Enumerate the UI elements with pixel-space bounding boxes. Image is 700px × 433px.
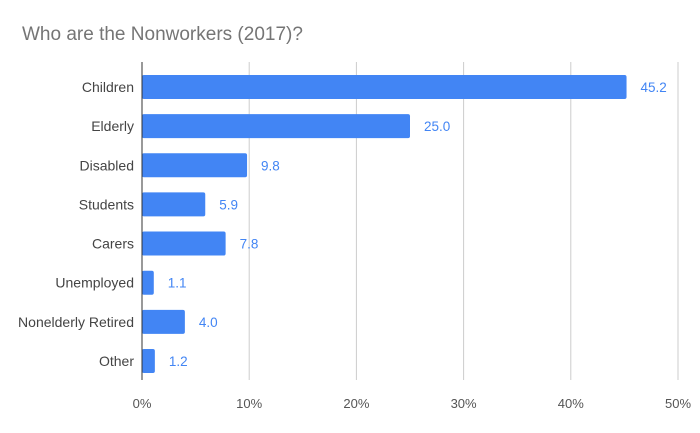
- bar: [142, 153, 248, 178]
- data-label: 1.1: [168, 276, 187, 291]
- data-label: 7.8: [240, 237, 259, 252]
- bar: [142, 231, 226, 256]
- category-label: Children: [82, 79, 134, 95]
- category-label: Students: [79, 196, 134, 212]
- x-tick-label: 10%: [236, 396, 262, 411]
- data-label: 1.2: [169, 354, 188, 369]
- x-tick-labels: 0% 10% 20% 30% 40% 50%: [133, 396, 692, 411]
- bars: [142, 75, 627, 373]
- data-labels: 45.2 25.0 9.8 5.9 7.8 1.1 4.0 1.2: [168, 80, 667, 369]
- bar: [142, 309, 185, 334]
- x-tick-label: 20%: [343, 396, 369, 411]
- x-tick-label: 0%: [133, 396, 152, 411]
- bar: [142, 114, 410, 139]
- category-labels: Children Elderly Disabled Students Carers Une…: [18, 79, 134, 369]
- chart-title: Who are the Nonworkers (2017)?: [22, 24, 303, 45]
- bar: [142, 192, 206, 217]
- x-tick-label: 50%: [665, 396, 691, 411]
- category-label: Nonelderly Retired: [18, 314, 134, 330]
- gridlines: [248, 62, 679, 380]
- bar: [142, 348, 155, 373]
- bar: [142, 270, 154, 295]
- data-label: 45.2: [641, 80, 667, 95]
- category-label: Carers: [92, 236, 134, 252]
- x-tick-label: 40%: [558, 396, 584, 411]
- data-label: 25.0: [424, 119, 450, 134]
- category-label: Elderly: [91, 118, 134, 134]
- category-label: Unemployed: [55, 275, 134, 291]
- category-label: Disabled: [80, 157, 134, 173]
- bar: [142, 75, 627, 99]
- x-tick-label: 30%: [451, 396, 477, 411]
- data-label: 9.8: [261, 158, 280, 173]
- category-label: Other: [99, 353, 134, 369]
- data-label: 4.0: [199, 315, 218, 330]
- data-label: 5.9: [219, 197, 238, 212]
